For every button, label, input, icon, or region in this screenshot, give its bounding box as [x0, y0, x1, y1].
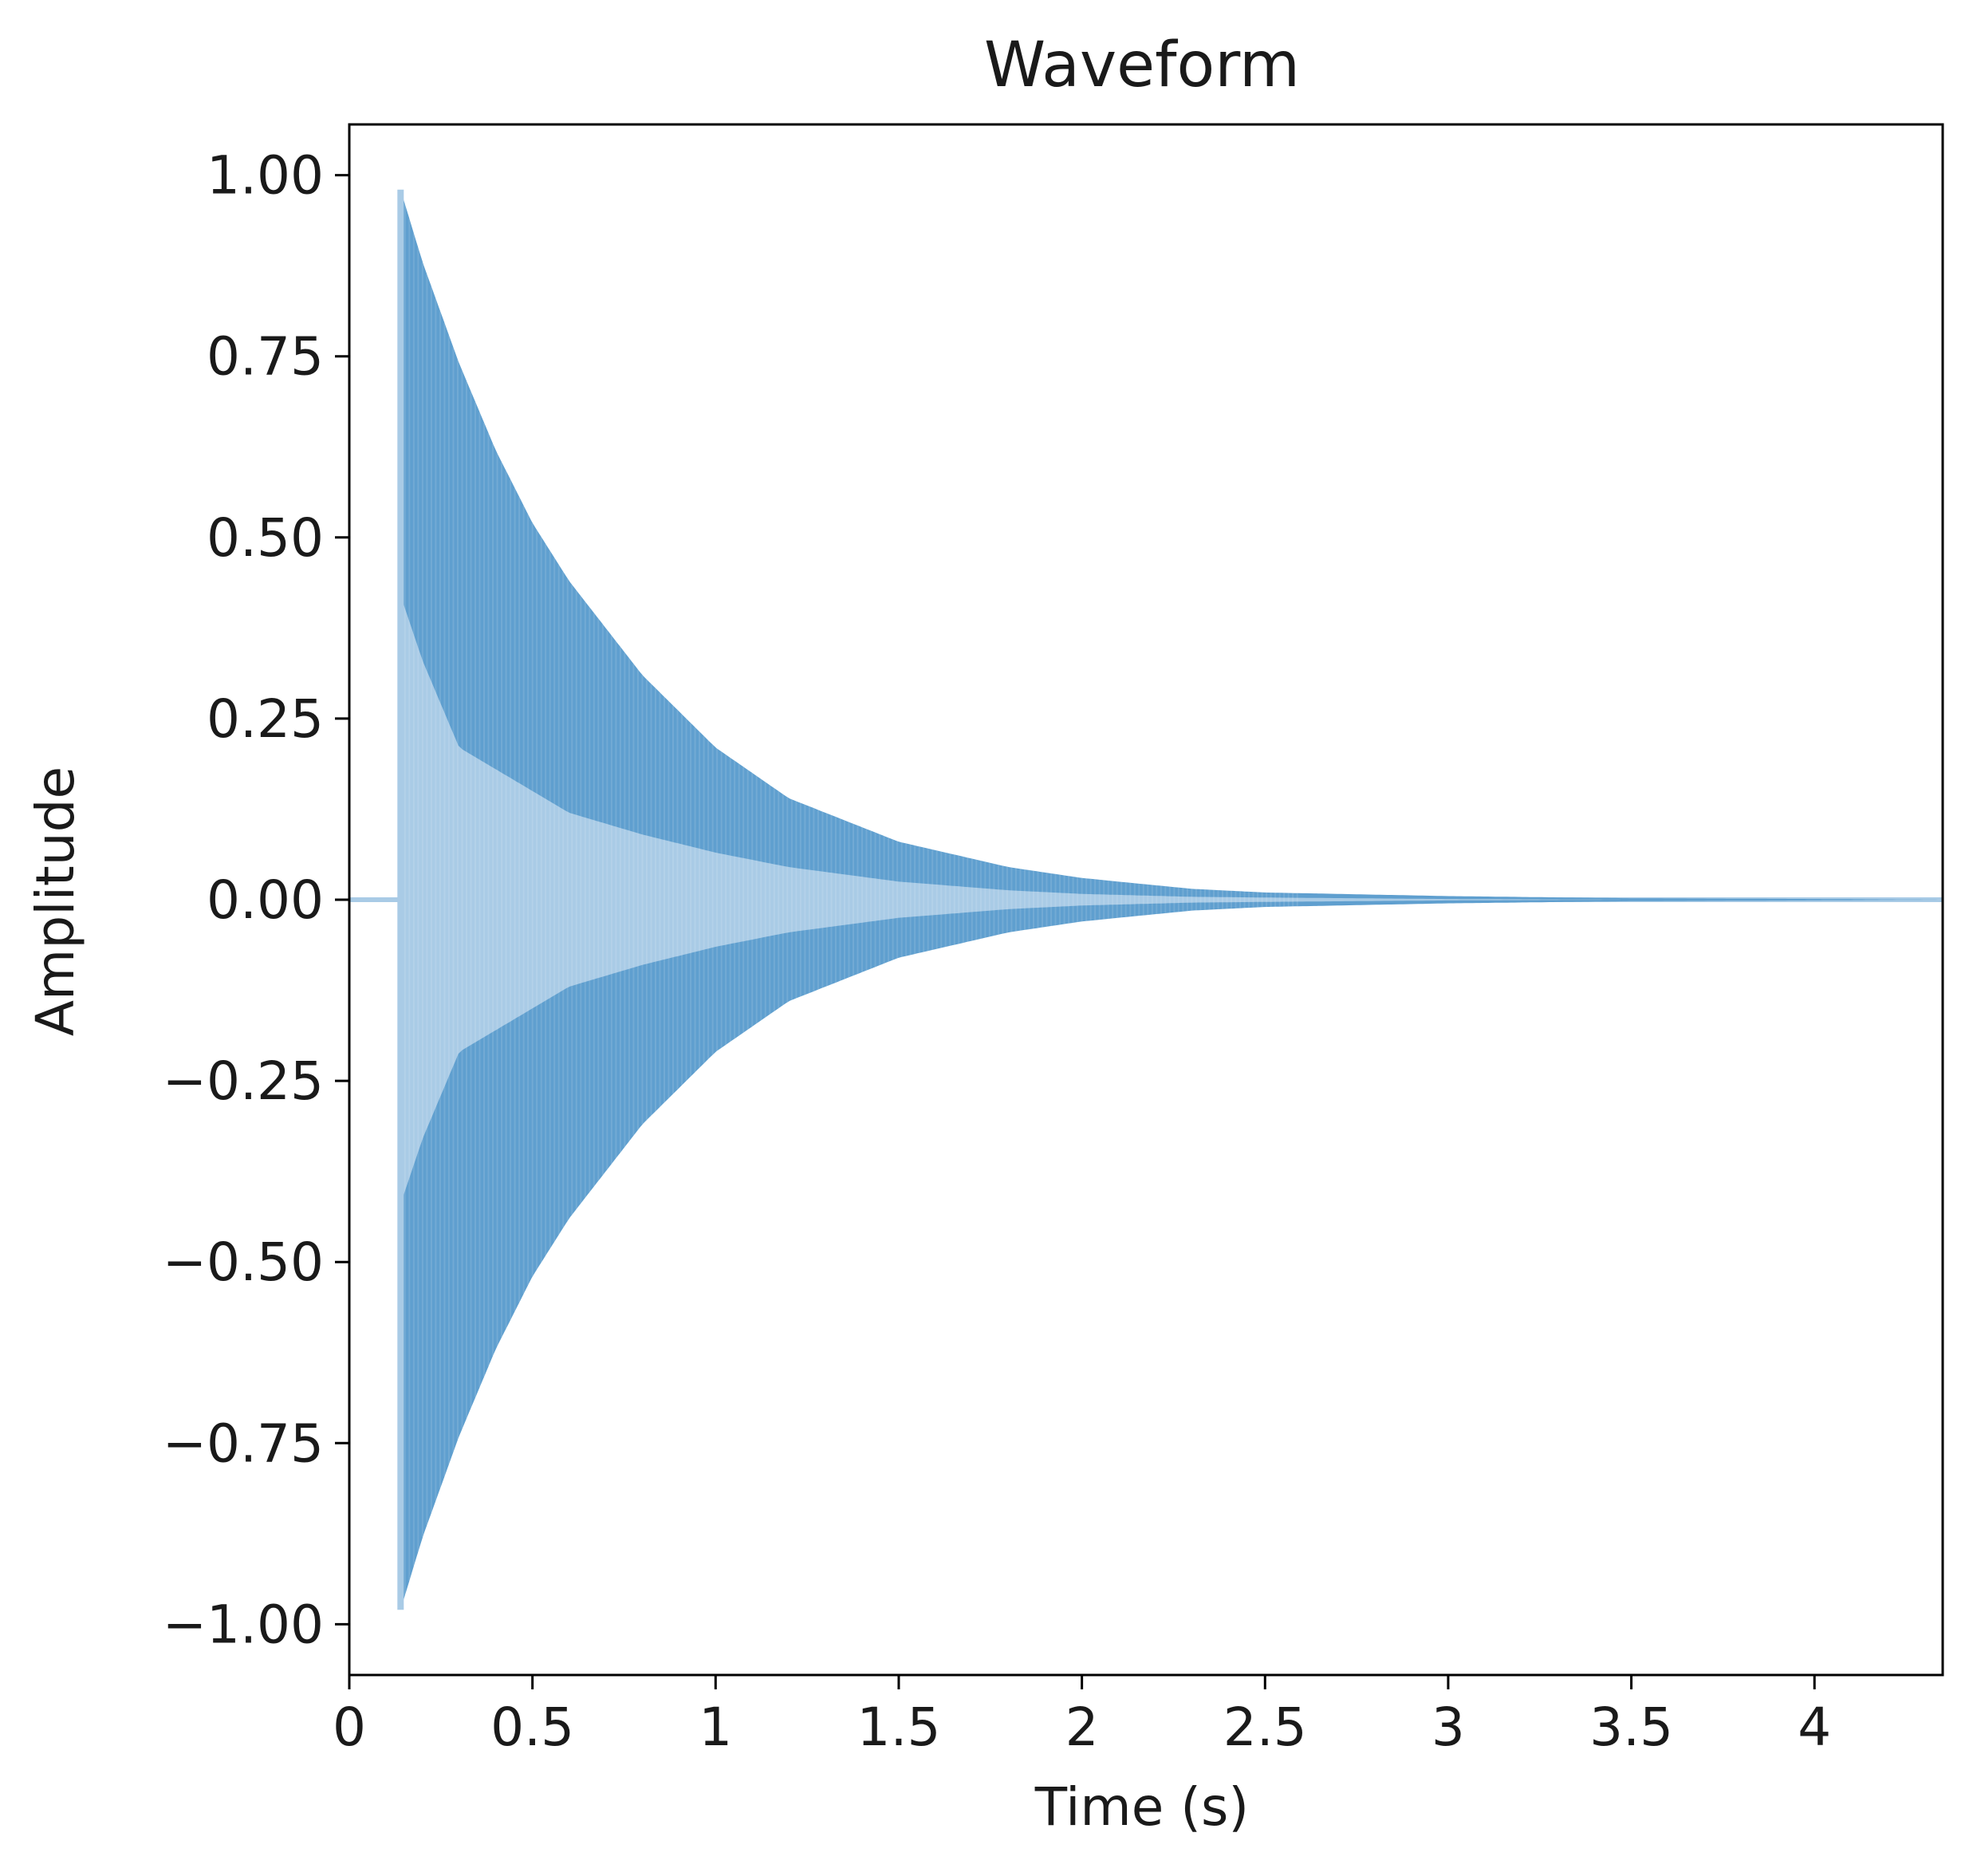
plot-area — [349, 189, 1943, 1610]
y-tick-label: −1.00 — [163, 1594, 324, 1655]
y-axis-label: Amplitude — [25, 767, 86, 1036]
y-tick-label: −0.50 — [163, 1232, 324, 1293]
axes: 0 0.5 1 1.5 2 2.5 3 3.5 4 1.00 0.75 0.50 0.25 0.00 −0.… — [163, 123, 1944, 1758]
x-tick-label: 0 — [333, 1697, 366, 1758]
y-tick-label: −0.75 — [163, 1413, 324, 1474]
x-axis-label: Time (s) — [1034, 1776, 1249, 1838]
x-tick-label: 2 — [1065, 1697, 1099, 1758]
y-tick-label: 1.00 — [207, 145, 324, 207]
y-tick-label: −0.25 — [163, 1050, 324, 1112]
y-tick-label: 0.25 — [207, 688, 324, 750]
y-tick-label: 0.50 — [207, 507, 324, 569]
waveform-inner-core — [400, 595, 1943, 1204]
y-tick-label: 0.75 — [207, 326, 324, 388]
waveform-series — [349, 189, 1943, 1610]
x-tick-label: 1.5 — [857, 1697, 940, 1758]
x-tick-label: 0.5 — [490, 1697, 574, 1758]
x-tick-label: 2.5 — [1223, 1697, 1307, 1758]
x-tick-label: 4 — [1798, 1697, 1831, 1758]
x-tick-label: 1 — [699, 1697, 732, 1758]
x-tick-label: 3.5 — [1589, 1697, 1673, 1758]
chart-title: Waveform — [984, 30, 1300, 101]
y-tick-label: 0.00 — [207, 869, 324, 931]
x-tick-label: 3 — [1431, 1697, 1465, 1758]
